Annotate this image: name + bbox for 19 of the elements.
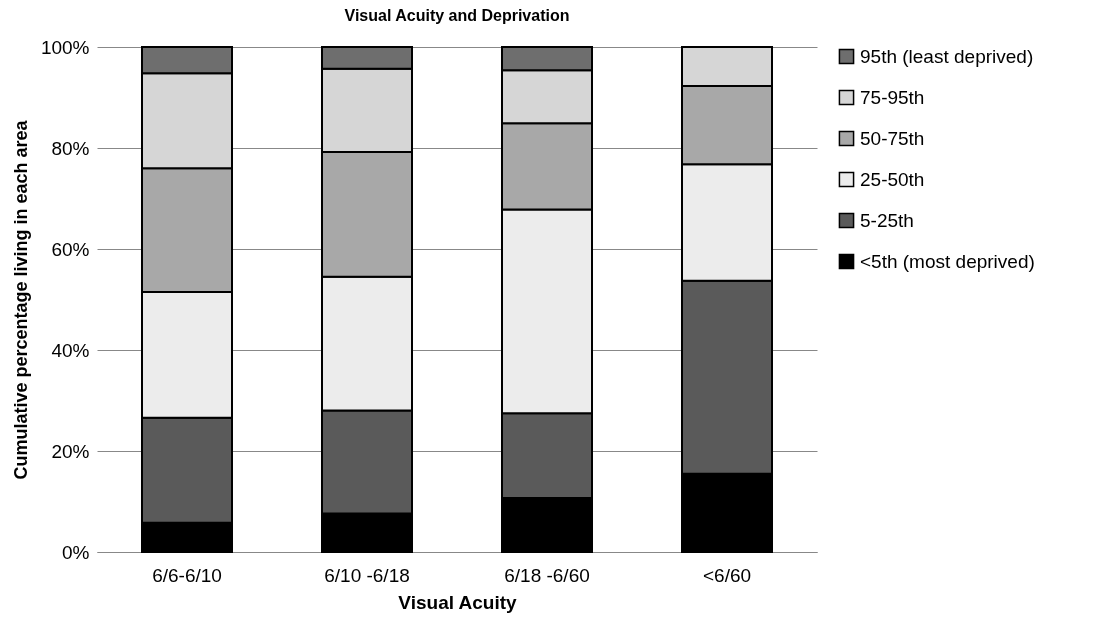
legend-label: 75-95th [860, 86, 925, 108]
x-tick-label: 6/10 -6/18 [324, 564, 410, 586]
x-tick-label: <6/60 [702, 564, 752, 586]
legend-label: 5-25th [860, 209, 914, 231]
legend-label: 50-75th [860, 127, 925, 149]
legend-label: 25-50th [860, 168, 925, 190]
x-tick-label: 6/18 -6/60 [504, 564, 590, 586]
y-tick-label: 100% [40, 36, 90, 58]
y-tick-label: 0% [62, 541, 90, 563]
x-axis-title: Visual Acuity [398, 591, 518, 613]
y-tick-label: 20% [51, 440, 90, 462]
y-axis-title: Cumulative percentage living in each area [10, 119, 31, 480]
chart-title: Visual Acuity and Deprivation [344, 7, 570, 24]
x-tick-label: 6/6-6/10 [152, 564, 222, 586]
legend-label: 95th (least deprived) [860, 45, 1034, 67]
legend-label: <5th (most deprived) [860, 250, 1035, 272]
y-tick-label: 40% [51, 339, 90, 361]
y-tick-label: 80% [51, 137, 90, 159]
y-tick-label: 60% [51, 238, 90, 260]
